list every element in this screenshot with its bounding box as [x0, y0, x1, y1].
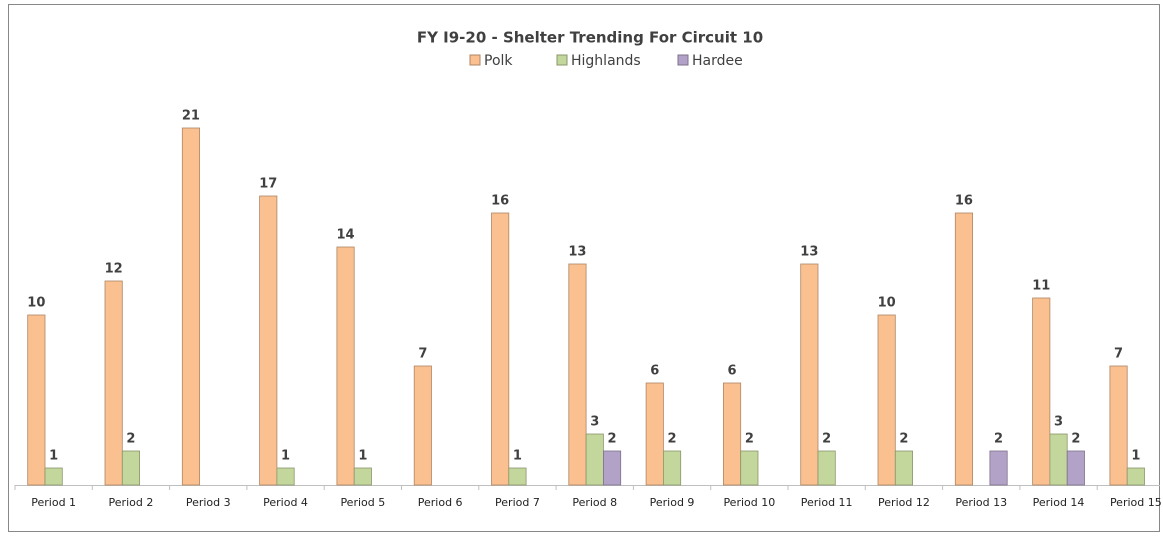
x-tick-label: Period 3	[186, 496, 231, 509]
data-label: 16	[955, 194, 973, 209]
data-label: 6	[728, 364, 737, 379]
bar	[954, 212, 973, 486]
data-label: 10	[878, 296, 896, 311]
bar	[568, 263, 587, 486]
bar	[413, 365, 432, 486]
bar	[44, 467, 63, 486]
legend-swatch	[556, 54, 568, 66]
bar	[27, 314, 46, 486]
bar	[723, 382, 742, 486]
bar	[104, 280, 123, 486]
data-label: 1	[358, 449, 367, 464]
bar	[800, 263, 819, 486]
legend-swatch	[469, 54, 481, 66]
data-label: 2	[608, 432, 617, 447]
data-label: 17	[259, 177, 277, 192]
bar	[1032, 297, 1051, 486]
data-label: 2	[899, 432, 908, 447]
data-label: 1	[1131, 449, 1140, 464]
x-tick-label: Period 12	[878, 496, 930, 509]
data-label: 2	[745, 432, 754, 447]
data-label: 16	[491, 194, 509, 209]
data-label: 2	[1071, 432, 1080, 447]
bar	[259, 195, 278, 486]
bar	[1049, 433, 1068, 486]
bar	[740, 450, 759, 486]
data-label: 2	[994, 432, 1003, 447]
data-label: 1	[49, 449, 58, 464]
x-tick-label: Period 11	[801, 496, 853, 509]
x-tick-label: Period 14	[1033, 496, 1085, 509]
bar	[336, 246, 355, 486]
legend-label: Hardee	[692, 53, 743, 69]
data-label: 2	[668, 432, 677, 447]
bar	[989, 450, 1008, 486]
data-label: 2	[822, 432, 831, 447]
bar	[585, 433, 604, 486]
data-label: 3	[590, 415, 599, 430]
bar	[276, 467, 295, 486]
bar	[121, 450, 141, 486]
bar	[353, 467, 372, 486]
x-tick-label: Period 6	[418, 496, 463, 509]
data-label: 1	[513, 449, 522, 464]
data-label: 13	[568, 245, 586, 260]
data-label: 7	[418, 347, 427, 362]
bar	[1109, 365, 1128, 486]
bar	[491, 212, 510, 486]
bar	[877, 314, 896, 486]
data-label: 3	[1054, 415, 1063, 430]
x-tick-label: Period 10	[723, 496, 775, 509]
bar	[894, 450, 913, 486]
x-tick-label: Period 5	[340, 496, 385, 509]
x-tick-label: Period 8	[572, 496, 617, 509]
x-tick-label: Period 15	[1110, 496, 1162, 509]
data-label: 21	[182, 109, 200, 124]
data-label: 7	[1114, 347, 1123, 362]
data-label: 13	[800, 245, 818, 260]
bar	[663, 450, 682, 486]
legend-label: Highlands	[571, 53, 641, 69]
x-tick-label: Period 7	[495, 496, 540, 509]
x-tick-label: Period 9	[650, 496, 695, 509]
x-tick-label: Period 4	[263, 496, 308, 509]
x-tick-label: Period 2	[109, 496, 154, 509]
bar	[603, 450, 622, 486]
x-tick-label: Period 1	[31, 496, 76, 509]
bar	[181, 127, 201, 486]
data-label: 11	[1032, 279, 1050, 294]
bar	[645, 382, 664, 486]
x-tick-label: Period 13	[955, 496, 1007, 509]
chart-title: FY I9-20 - Shelter Trending For Circuit …	[417, 29, 763, 47]
legend-label: Polk	[484, 53, 513, 69]
bar	[1126, 467, 1145, 486]
bar	[508, 467, 527, 486]
bar	[1066, 450, 1085, 486]
data-label: 2	[126, 432, 135, 447]
data-label: 14	[337, 228, 355, 243]
bar	[817, 450, 836, 486]
data-label: 1	[281, 449, 290, 464]
legend-swatch	[677, 54, 689, 66]
data-label: 6	[650, 364, 659, 379]
data-label: 10	[27, 296, 45, 311]
data-label: 12	[105, 262, 123, 277]
